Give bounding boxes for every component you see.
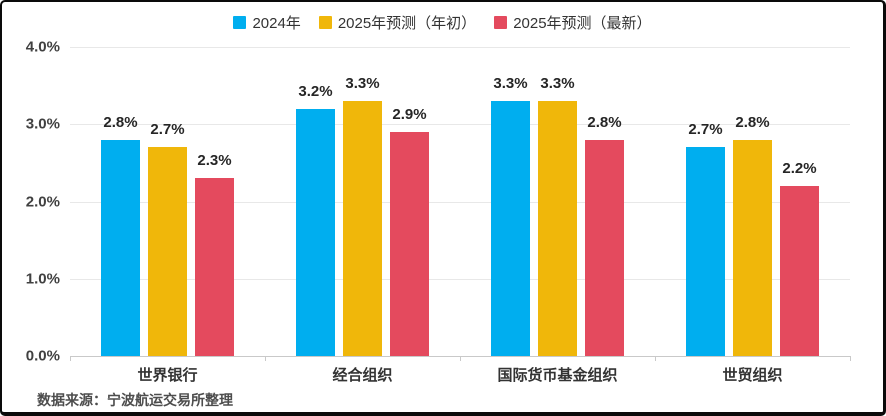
gridline	[70, 47, 850, 48]
chart-legend: 2024年 2025年预测（年初） 2025年预测（最新）	[2, 12, 883, 33]
legend-item: 2025年预测（最新）	[494, 12, 652, 33]
x-axis-category-label: 世贸组织	[722, 367, 783, 384]
bar	[390, 131, 429, 356]
y-axis-tick-label: 2.0%	[25, 193, 60, 210]
bar-value-label: 2.9%	[392, 105, 427, 123]
source-note: 数据来源：宁波航运交易所整理	[37, 392, 233, 408]
bar-value-label: 2.8%	[735, 113, 770, 131]
bar	[780, 186, 819, 356]
bar-value-label: 2.7%	[150, 121, 185, 139]
x-axis-tick	[70, 356, 71, 361]
bar-value-label: 3.3%	[540, 75, 575, 93]
legend-swatch-icon	[494, 16, 508, 29]
bar	[195, 178, 234, 356]
bar	[686, 147, 725, 356]
legend-label: 2025年预测（最新）	[513, 15, 652, 32]
bar	[733, 139, 772, 356]
y-axis-tick-label: 3.0%	[25, 115, 60, 133]
bar	[585, 139, 624, 356]
bar	[538, 101, 577, 356]
x-axis-tick	[460, 356, 461, 361]
x-axis-tick	[655, 356, 656, 361]
x-axis-category-label: 世界银行	[137, 367, 198, 384]
legend-label: 2025年预测（年初）	[337, 15, 477, 32]
bar	[101, 139, 140, 356]
bar	[491, 101, 530, 356]
x-axis-tick	[265, 356, 266, 361]
legend-swatch-icon	[233, 16, 247, 29]
x-axis-category-label: 经合组织	[332, 367, 393, 384]
legend-label: 2024年	[252, 15, 301, 32]
bar-value-label: 2.8%	[587, 113, 622, 131]
legend-item: 2025年预测（年初）	[318, 12, 477, 33]
x-axis-tick	[850, 356, 851, 361]
legend-swatch-icon	[318, 16, 332, 29]
y-axis-tick-label: 4.0%	[25, 38, 60, 56]
gridline	[70, 124, 850, 126]
bar-value-label: 3.2%	[298, 82, 333, 100]
bar-value-label: 2.2%	[782, 160, 817, 178]
bar	[343, 101, 382, 356]
bar-value-label: 2.3%	[197, 152, 232, 170]
bar	[296, 108, 335, 356]
legend-item: 2024年	[233, 12, 301, 33]
y-axis-tick-label: 1.0%	[25, 270, 60, 288]
gridline	[70, 278, 850, 280]
bar-value-label: 3.3%	[345, 75, 380, 93]
y-axis-tick-label: 0.0%	[25, 347, 60, 365]
gridline	[70, 201, 850, 203]
x-axis-category-label: 国际货币基金组织	[497, 367, 618, 384]
bar-value-label: 2.7%	[688, 121, 723, 139]
bar-value-label: 2.8%	[103, 113, 138, 131]
bar-value-label: 3.3%	[493, 75, 528, 93]
bar	[148, 147, 187, 356]
